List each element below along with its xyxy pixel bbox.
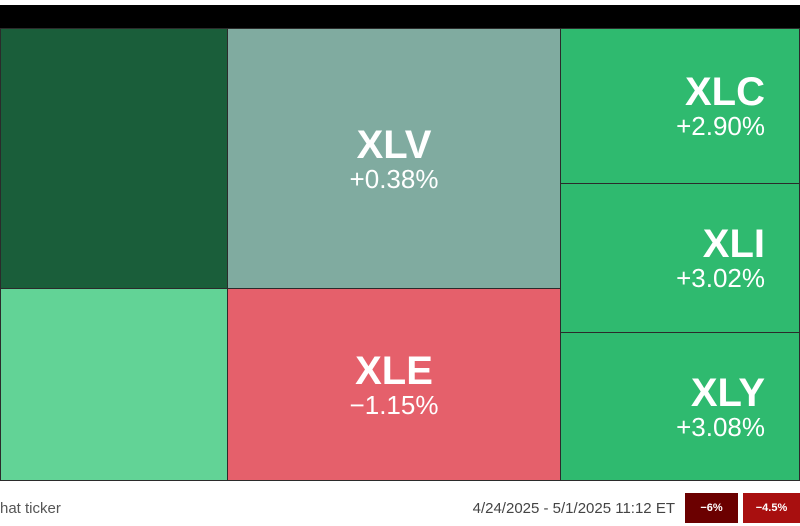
tile xyxy=(0,288,228,481)
top-bar xyxy=(0,5,800,28)
ticker: XLY xyxy=(690,370,765,415)
ticker: XLI xyxy=(702,222,765,266)
change-label: +3.08% xyxy=(676,411,765,442)
legend-swatch: −6% xyxy=(685,493,738,523)
tile: XLY +3.08% xyxy=(560,332,800,481)
change-label: +3.02% xyxy=(676,263,765,293)
change-label: −1.15% xyxy=(349,389,439,420)
treemap: XLV +0.38% XLE −1.15% XLC +2.90% XLI +3.02% XLY +… xyxy=(0,28,800,481)
change-label: +0.38% xyxy=(349,163,439,194)
ticker: XLC xyxy=(685,70,765,114)
tile: XLE −1.15% xyxy=(227,288,561,481)
tile: XLI +3.02% xyxy=(560,183,800,333)
ticker: XLE xyxy=(355,348,433,393)
footer: hat ticker 4/24/2025 - 5/1/2025 11:12 ET… xyxy=(0,490,800,526)
tile: XLC +2.90% xyxy=(560,28,800,184)
date-range: 4/24/2025 - 5/1/2025 11:12 ET xyxy=(472,500,675,517)
ticker: XLV xyxy=(356,122,432,167)
change-label: +2.90% xyxy=(676,111,765,141)
hint-text: hat ticker xyxy=(0,500,61,517)
legend-swatch: −4.5% xyxy=(743,493,800,523)
tile xyxy=(0,28,228,289)
tile: XLV +0.38% xyxy=(227,28,561,289)
